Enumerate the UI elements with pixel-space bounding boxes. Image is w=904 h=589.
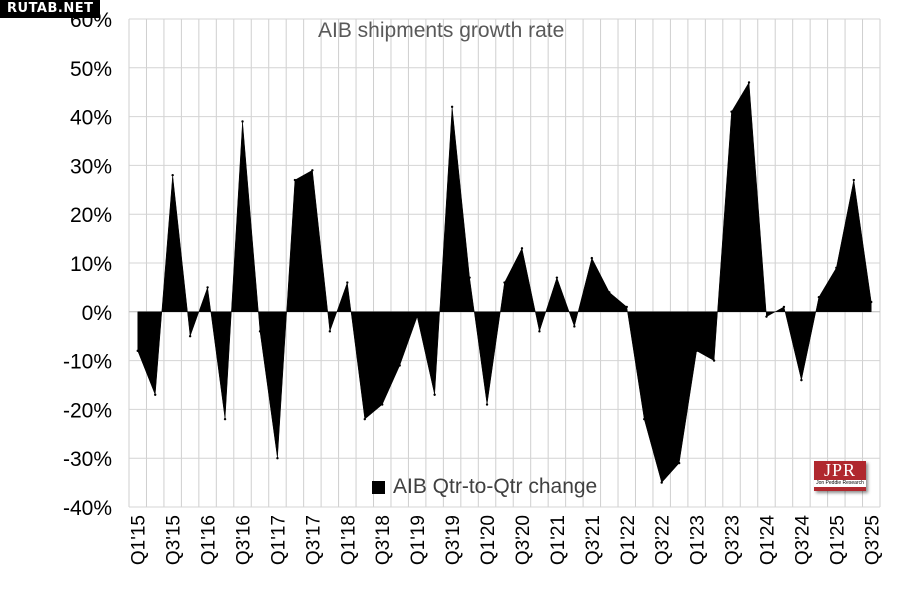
data-point: [625, 305, 628, 309]
data-point: [608, 291, 611, 294]
x-tick-label: Q1'17: [268, 515, 289, 565]
x-tick-label: Q3'15: [164, 515, 185, 565]
data-point: [276, 457, 279, 460]
data-point: [835, 266, 838, 270]
legend: AIB Qtr-to-Qtr change: [372, 475, 597, 499]
data-point: [590, 256, 594, 260]
y-tick-label: 40%: [70, 107, 112, 130]
data-point: [241, 120, 244, 123]
x-tick-label: Q1'23: [688, 515, 709, 565]
logo-subtext: Jon Peddie Research: [814, 480, 866, 487]
x-tick-label: Q1'25: [827, 515, 848, 565]
y-tick-label: -30%: [63, 448, 112, 471]
x-tick-label: Q3'24: [792, 515, 813, 566]
data-point: [538, 330, 541, 333]
data-point: [468, 276, 471, 279]
data-point: [677, 461, 681, 465]
x-tick-label: Q3'20: [513, 515, 534, 565]
y-tick-label: 20%: [70, 204, 112, 227]
x-tick-label: Q3'22: [653, 515, 674, 565]
y-tick-label: -10%: [63, 351, 112, 374]
data-point: [363, 417, 366, 421]
x-tick-label: Q3'23: [723, 515, 744, 565]
data-point: [328, 330, 332, 333]
data-point: [415, 315, 419, 318]
data-point: [153, 393, 157, 396]
data-point: [660, 481, 663, 484]
data-point: [782, 305, 786, 309]
x-tick-label: Q3'21: [583, 515, 604, 565]
y-tick-label: 50%: [70, 58, 112, 81]
x-tick-label: Q3'17: [303, 515, 324, 565]
watermark-label: RUTAB.NET: [0, 0, 101, 18]
data-point: [503, 281, 506, 284]
data-point: [381, 403, 384, 406]
logo-text: JPR: [823, 460, 857, 480]
x-tick-label: Q1'18: [338, 515, 359, 565]
x-tick-label: Q1'21: [548, 515, 569, 565]
data-point: [171, 173, 174, 177]
x-tick-label: Q1'22: [618, 515, 639, 565]
data-point: [223, 417, 227, 421]
x-tick-label: Q3'19: [443, 515, 464, 565]
y-tick-label: 30%: [70, 155, 112, 178]
data-point: [817, 295, 821, 299]
x-tick-label: Q3'16: [234, 515, 255, 565]
data-point: [293, 178, 297, 182]
data-point: [520, 247, 524, 250]
data-point: [800, 378, 803, 382]
data-point: [712, 359, 716, 362]
data-point: [450, 105, 454, 109]
data-point: [555, 276, 559, 279]
chart-title: AIB shipments growth rate: [318, 19, 565, 42]
x-tick-label: Q1'24: [757, 515, 778, 566]
data-point: [870, 300, 873, 304]
y-tick-label: -40%: [63, 497, 112, 520]
data-point: [206, 286, 209, 289]
data-point: [311, 169, 314, 172]
legend-label: AIB Qtr-to-Qtr change: [393, 475, 598, 498]
legend-swatch: [372, 480, 385, 494]
data-point: [695, 349, 698, 353]
data-point: [643, 417, 646, 421]
data-point: [765, 315, 768, 318]
x-tick-label: Q3'25: [862, 515, 883, 565]
data-point: [258, 330, 262, 333]
data-point: [747, 81, 751, 84]
data-point: [346, 281, 349, 284]
data-point: [188, 335, 192, 338]
y-tick-label: -20%: [63, 399, 112, 422]
x-tick-label: Q1'16: [199, 515, 220, 565]
data-point: [398, 364, 401, 367]
data-point: [136, 349, 139, 353]
x-tick-label: Q1'19: [408, 515, 429, 565]
data-point: [730, 110, 733, 113]
data-point: [852, 178, 856, 182]
data-point: [573, 325, 576, 328]
data-point: [485, 403, 489, 406]
data-point: [433, 393, 436, 396]
x-tick-label: Q1'20: [478, 515, 499, 565]
y-tick-label: 10%: [70, 253, 112, 276]
x-tick-label: Q1'15: [129, 515, 150, 565]
x-tick-label: Q3'18: [373, 515, 394, 565]
jpr-logo: JPR Jon Peddie Research: [814, 461, 866, 491]
y-tick-label: 0%: [82, 302, 112, 325]
